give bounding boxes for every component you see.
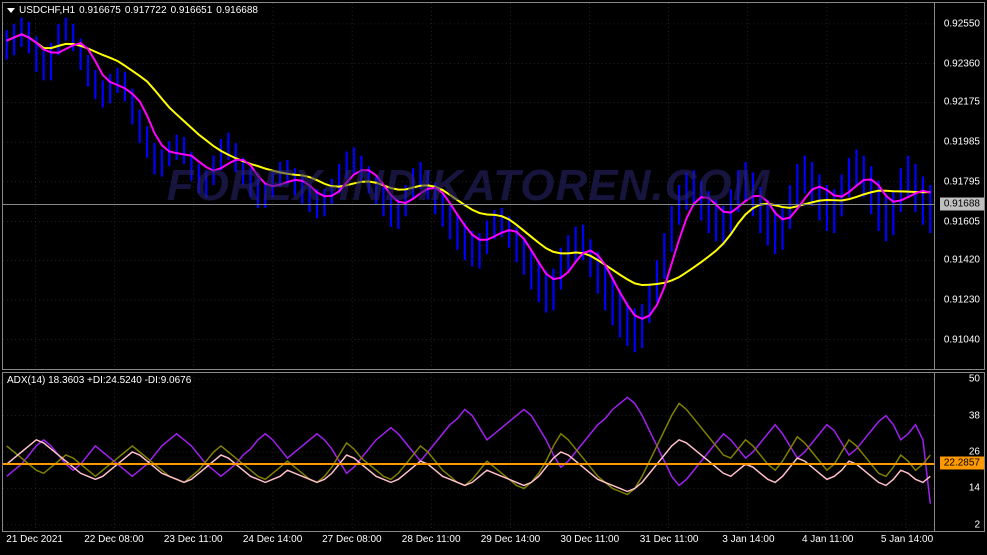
y-tick-label: 2 [974, 519, 980, 530]
x-tick-label: 28 Dec 11:00 [402, 534, 461, 545]
y-tick-label: 14 [969, 483, 980, 494]
last-price-label: 0.91688 [940, 198, 984, 211]
y-tick-label: 0.91795 [944, 176, 980, 187]
x-tick-label: 24 Dec 14:00 [243, 534, 303, 545]
ohlc-c: 0.916688 [216, 5, 258, 16]
adx-threshold-label: 22.2857 [940, 457, 984, 470]
x-tick-label: 29 Dec 14:00 [481, 534, 541, 545]
main-plot-area[interactable]: FOREX-INDIKATOREN.COM [3, 3, 934, 369]
y-tick-label: 0.91420 [944, 255, 980, 266]
x-tick-label: 27 Dec 08:00 [322, 534, 382, 545]
x-tick-label: 23 Dec 11:00 [164, 534, 223, 545]
y-tick-label: 0.91985 [944, 137, 980, 148]
sub-plot-area[interactable] [3, 373, 934, 531]
y-tick-label: 0.91040 [944, 334, 980, 345]
time-x-axis: 21 Dec 2021 22 Dec 08:00 23 Dec 11:00 24 De… [2, 534, 935, 554]
symbol-label: USDCHF,H1 [19, 5, 75, 16]
y-tick-label: 0.92175 [944, 97, 980, 108]
adx-threshold-line [3, 463, 934, 465]
main-price-chart[interactable]: USDCHF,H1 0.916675 0.917722 0.916651 0.9… [2, 2, 985, 370]
sub-chart-svg [3, 373, 934, 531]
x-tick-label: 21 Dec 2021 [6, 534, 63, 545]
main-chart-svg [3, 3, 934, 369]
last-price-line [3, 204, 934, 205]
x-tick-label: 4 Jan 11:00 [802, 534, 854, 545]
x-tick-label: 5 Jan 14:00 [881, 534, 933, 545]
dropdown-icon[interactable] [7, 8, 15, 13]
x-tick-label: 22 Dec 08:00 [84, 534, 144, 545]
adx-indicator-chart[interactable]: ADX(14) 18.3603 +DI:24.5240 -DI:9.0676 5… [2, 372, 985, 532]
x-tick-label: 30 Dec 11:00 [560, 534, 619, 545]
main-chart-title: USDCHF,H1 0.916675 0.917722 0.916651 0.9… [7, 5, 258, 16]
y-tick-label: 0.91605 [944, 216, 980, 227]
x-tick-label: 3 Jan 14:00 [722, 534, 774, 545]
y-tick-label: 0.91230 [944, 294, 980, 305]
y-tick-label: 0.92360 [944, 58, 980, 69]
y-tick-label: 0.92550 [944, 18, 980, 29]
ohlc-o: 0.916675 [79, 5, 121, 16]
sub-chart-title: ADX(14) 18.3603 +DI:24.5240 -DI:9.0676 [7, 375, 191, 386]
ohlc-h: 0.917722 [125, 5, 167, 16]
sub-y-axis: 50382614222.2857 [934, 373, 984, 531]
ohlc-l: 0.916651 [171, 5, 213, 16]
y-tick-label: 38 [969, 410, 980, 421]
y-tick-label: 50 [969, 374, 980, 385]
adx-label: ADX(14) 18.3603 +DI:24.5240 -DI:9.0676 [7, 375, 191, 386]
x-tick-label: 31 Dec 11:00 [640, 534, 699, 545]
main-y-axis: 0.92550 0.92360 0.92175 0.91985 0.91795 0.916… [934, 3, 984, 369]
